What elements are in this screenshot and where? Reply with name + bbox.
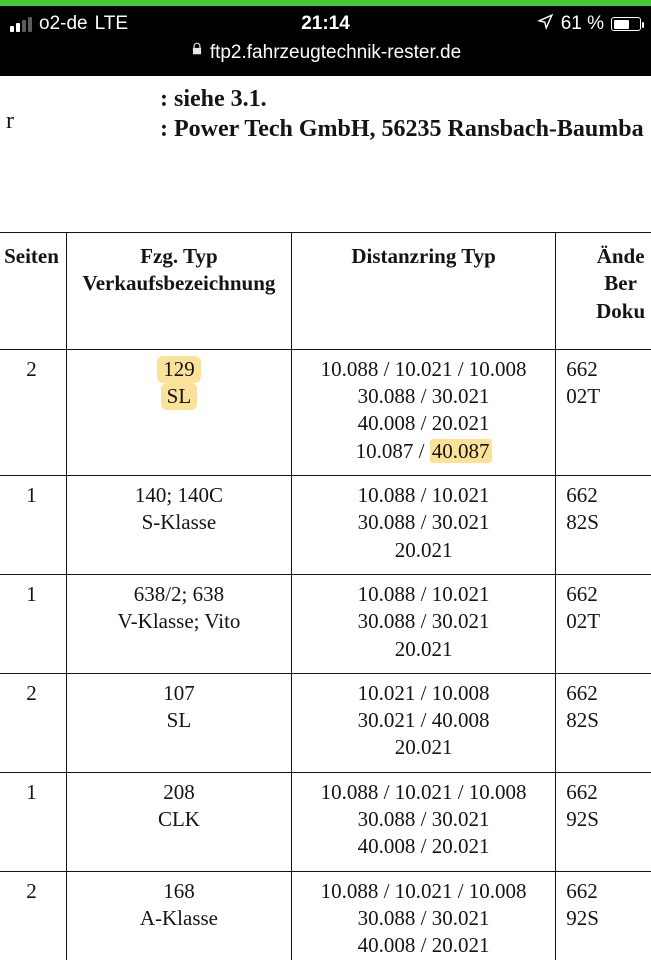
cell-seiten: 2 — [0, 871, 66, 960]
cell-dist: 10.088 / 10.021 / 10.00830.088 / 30.0214… — [291, 349, 555, 475]
data-table: Seiten Fzg. TypVerkaufsbezeichnung Dista… — [0, 232, 651, 960]
cell-dist: 10.088 / 10.021 / 10.00830.088 / 30.0214… — [291, 871, 555, 960]
col-aend: ÄndeBerDoku — [556, 233, 651, 350]
header-left-frag: r — [6, 108, 14, 135]
cell-aend: 66292S — [556, 772, 651, 871]
status-right: 61 % — [431, 13, 641, 35]
cell-aend: 66202T — [556, 349, 651, 475]
location-arrow-icon — [537, 13, 554, 35]
col-seiten: Seiten — [0, 233, 66, 350]
cell-aend: 66282S — [556, 476, 651, 575]
signal-icon — [10, 17, 32, 32]
cell-fzg: 140; 140CS-Klasse — [66, 476, 291, 575]
header-line-1: : siehe 3.1. — [160, 84, 651, 114]
header-line-2: : Power Tech GmbH, 56235 Ransbach-Baumba — [160, 114, 651, 144]
document-view[interactable]: r : siehe 3.1. : Power Tech GmbH, 56235 … — [0, 76, 651, 960]
cell-dist: 10.088 / 10.021 / 10.00830.088 / 30.0214… — [291, 772, 555, 871]
cell-seiten: 1 — [0, 476, 66, 575]
status-left: o2-de LTE — [10, 13, 220, 35]
cell-seiten: 2 — [0, 349, 66, 475]
table-body: 2129SL10.088 / 10.021 / 10.00830.088 / 3… — [0, 349, 651, 960]
cell-dist: 10.088 / 10.02130.088 / 30.02120.021 — [291, 574, 555, 673]
cell-fzg: 107SL — [66, 673, 291, 772]
network-label: LTE — [95, 13, 128, 35]
safari-address-bar[interactable]: ftp2.fahrzeugtechnik-rester.de — [0, 42, 651, 76]
battery-fill — [614, 20, 630, 29]
cell-aend: 66202T — [556, 574, 651, 673]
table-row: 1208CLK10.088 / 10.021 / 10.00830.088 / … — [0, 772, 651, 871]
status-time: 21:14 — [220, 13, 431, 35]
ios-status-bar: o2-de LTE 21:14 61 % — [0, 6, 651, 42]
cell-seiten: 1 — [0, 574, 66, 673]
table-row: 1638/2; 638V-Klasse; Vito10.088 / 10.021… — [0, 574, 651, 673]
data-table-wrap: Seiten Fzg. TypVerkaufsbezeichnung Dista… — [0, 232, 651, 960]
cell-fzg: 208CLK — [66, 772, 291, 871]
lock-icon — [190, 42, 204, 60]
col-fzg: Fzg. TypVerkaufsbezeichnung — [66, 233, 291, 350]
address-host: ftp2.fahrzeugtechnik-rester.de — [210, 42, 461, 64]
cell-fzg: 638/2; 638V-Klasse; Vito — [66, 574, 291, 673]
cell-aend: 66282S — [556, 673, 651, 772]
cell-dist: 10.021 / 10.00830.021 / 40.00820.021 — [291, 673, 555, 772]
table-row: 2129SL10.088 / 10.021 / 10.00830.088 / 3… — [0, 349, 651, 475]
table-row: 2168A-Klasse10.088 / 10.021 / 10.00830.0… — [0, 871, 651, 960]
cell-dist: 10.088 / 10.02130.088 / 30.02120.021 — [291, 476, 555, 575]
table-row: 2107SL10.021 / 10.00830.021 / 40.00820.0… — [0, 673, 651, 772]
cell-fzg: 129SL — [66, 349, 291, 475]
table-header-row: Seiten Fzg. TypVerkaufsbezeichnung Dista… — [0, 233, 651, 350]
table-row: 1140; 140CS-Klasse10.088 / 10.02130.088 … — [0, 476, 651, 575]
cell-aend: 66292S — [556, 871, 651, 960]
cell-fzg: 168A-Klasse — [66, 871, 291, 960]
carrier-label: o2-de — [39, 13, 88, 35]
battery-icon — [611, 17, 641, 31]
col-dist: Distanzring Typ — [291, 233, 555, 350]
cell-seiten: 2 — [0, 673, 66, 772]
battery-pct: 61 % — [561, 13, 604, 35]
cell-seiten: 1 — [0, 772, 66, 871]
